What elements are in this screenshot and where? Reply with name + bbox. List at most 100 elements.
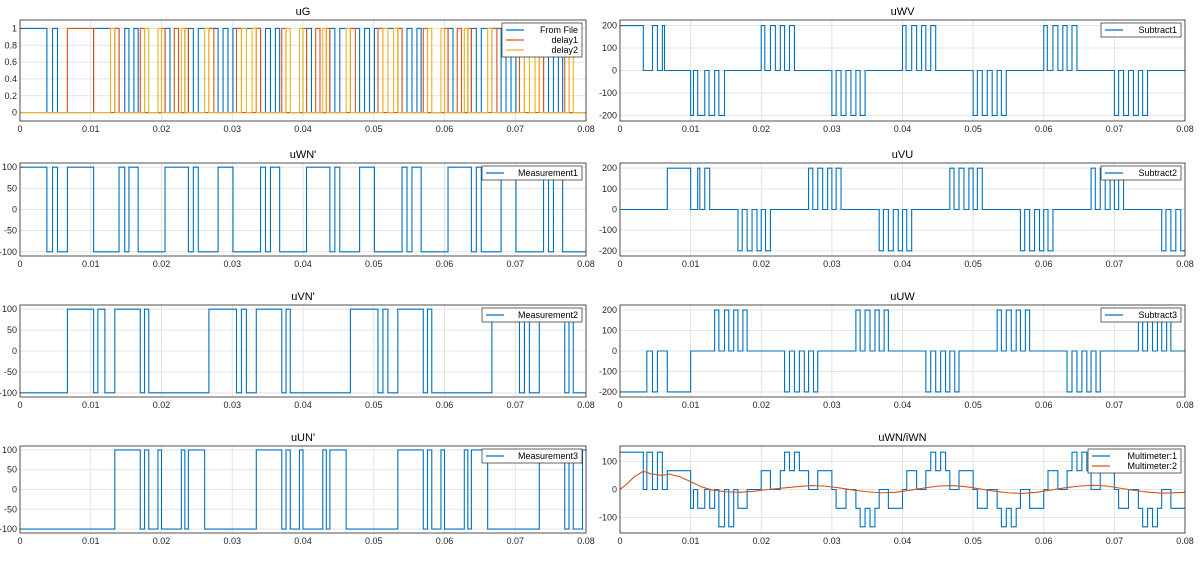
plot-3: 0 0.01 0.02 0.03 0.04 0.05 0.06 0.07 0.08 -100 -50… [0, 432, 595, 546]
x-tick-label: 0 [617, 259, 622, 269]
x-tick-label: 0.01 [682, 259, 700, 269]
x-tick-label: 0.08 [577, 400, 595, 410]
x-tick-label: 0.07 [506, 400, 524, 410]
x-tick-label: 0.01 [82, 536, 100, 546]
series-line-0 [620, 309, 1185, 393]
x-tick-label: 0.04 [294, 400, 312, 410]
x-tick-label: 0.04 [294, 536, 312, 546]
y-tick-label: 0.8 [4, 40, 17, 50]
axes-frame [19, 19, 587, 122]
x-tick-label: 0.03 [223, 259, 241, 269]
x-tick-label: 0.02 [153, 259, 171, 269]
y-tick-label: 0 [612, 346, 617, 356]
y-tick-label: -50 [4, 226, 17, 236]
y-tick-label: -200 [599, 387, 617, 397]
y-tick-label: -50 [4, 367, 17, 377]
x-tick-label: 0.01 [82, 259, 100, 269]
x-tick-label: 0 [17, 400, 22, 410]
y-tick-label: -100 [599, 366, 617, 376]
x-tick-label: 0 [17, 259, 22, 269]
legend: Subtract1 [1100, 22, 1182, 38]
x-tick-label: 0.01 [682, 124, 700, 134]
legend: Measurement3 [481, 448, 583, 464]
axes-frame [619, 19, 1186, 122]
x-tick-label: 0.04 [894, 124, 912, 134]
x-tick-label: 0.05 [964, 259, 982, 269]
x-tick-label: 0.03 [823, 259, 841, 269]
legend-box [1100, 307, 1182, 323]
y-tick-label: 100 [602, 456, 617, 466]
x-tick-label: 0.01 [82, 400, 100, 410]
x-tick-label: 0.06 [1035, 536, 1053, 546]
axes-frame [619, 445, 1186, 534]
series-line-0 [20, 166, 586, 253]
plot-title: uVU [892, 149, 913, 161]
legend-box [1100, 22, 1182, 38]
x-tick-label: 0.05 [964, 536, 982, 546]
axes-frame [19, 162, 587, 257]
x-tick-label: 0.03 [223, 124, 241, 134]
x-tick-label: 0.02 [153, 400, 171, 410]
x-tick-label: 0.05 [365, 400, 383, 410]
axes-frame [19, 445, 587, 534]
legend-label: Measurement2 [518, 310, 578, 320]
plot-5: 0 0.01 0.02 0.03 0.04 0.05 0.06 0.07 0.08 -200 -10… [599, 149, 1194, 269]
y-tick-label: 0 [12, 346, 17, 356]
plot-2: 0 0.01 0.02 0.03 0.04 0.05 0.06 0.07 0.08 -100 -50… [0, 291, 595, 410]
y-tick-label: 0.4 [4, 74, 17, 84]
y-tick-label: 1 [12, 23, 17, 33]
y-tick-label: -50 [4, 504, 17, 514]
y-tick-label: -200 [599, 246, 617, 256]
legend-box [1100, 165, 1182, 181]
legend: Subtract2 [1100, 165, 1182, 181]
x-tick-label: 0.06 [436, 400, 454, 410]
y-tick-label: -100 [0, 247, 17, 257]
axes-frame [619, 162, 1186, 257]
x-tick-label: 0.02 [752, 124, 770, 134]
x-tick-label: 0.08 [577, 124, 595, 134]
x-tick-label: 0.05 [365, 259, 383, 269]
y-tick-label: 0.6 [4, 57, 17, 67]
axes-frame [619, 304, 1186, 398]
x-tick-label: 0 [17, 536, 22, 546]
x-tick-label: 0.02 [752, 536, 770, 546]
legend-box [1087, 448, 1182, 474]
x-tick-label: 0.08 [1176, 124, 1194, 134]
x-tick-label: 0.03 [823, 400, 841, 410]
y-tick-label: 200 [602, 21, 617, 31]
legend-box [481, 307, 583, 323]
y-tick-label: 100 [2, 445, 17, 455]
x-tick-label: 0.01 [82, 124, 100, 134]
y-tick-label: 0 [12, 205, 17, 215]
x-tick-label: 0.08 [1176, 536, 1194, 546]
x-tick-label: 0 [17, 124, 22, 134]
y-tick-label: 50 [7, 465, 17, 475]
x-tick-label: 0.08 [1176, 259, 1194, 269]
legend-label: delay2 [551, 45, 578, 55]
x-tick-label: 0.02 [752, 400, 770, 410]
x-tick-label: 0.04 [294, 259, 312, 269]
y-tick-label: 100 [602, 184, 617, 194]
y-tick-label: -100 [599, 225, 617, 235]
x-tick-label: 0.02 [752, 259, 770, 269]
legend-label: Subtract3 [1138, 310, 1177, 320]
legend: Measurement2 [481, 307, 583, 323]
legend-label: Measurement3 [518, 451, 578, 461]
axes-frame [19, 304, 587, 398]
legend: Measurement1 [481, 165, 583, 181]
x-tick-label: 0.06 [436, 259, 454, 269]
x-tick-label: 0.06 [436, 124, 454, 134]
y-tick-label: 100 [602, 43, 617, 53]
x-tick-label: 0.06 [1035, 400, 1053, 410]
series-line-2 [20, 27, 586, 114]
y-tick-label: -100 [0, 388, 17, 398]
x-tick-label: 0.01 [682, 400, 700, 410]
x-tick-label: 0.03 [223, 400, 241, 410]
series-line-0 [620, 451, 1185, 528]
x-tick-label: 0.04 [894, 536, 912, 546]
plot-1: 0 0.01 0.02 0.03 0.04 0.05 0.06 0.07 0.08 -100 -50… [0, 149, 595, 269]
x-tick-label: 0.06 [1035, 124, 1053, 134]
x-tick-label: 0.02 [153, 124, 171, 134]
x-tick-label: 0.03 [823, 124, 841, 134]
